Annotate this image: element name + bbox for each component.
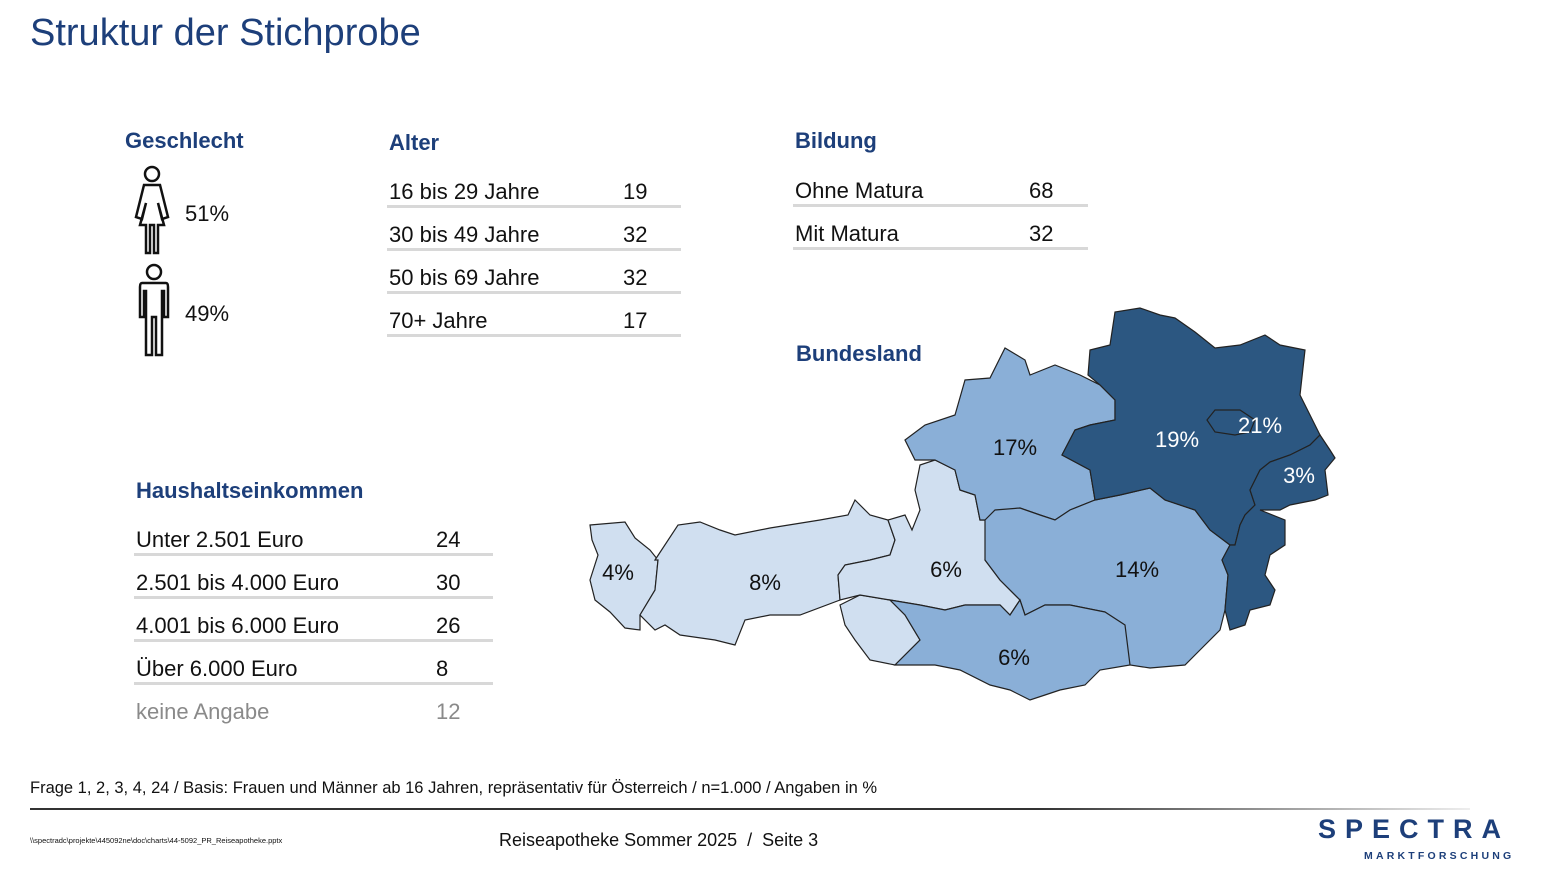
income-heading: Haushaltseinkommen <box>136 478 364 503</box>
age-row: 50 bis 69 Jahre 32 <box>387 249 681 294</box>
income-row: 4.001 bis 6.000 Euro 26 <box>134 597 493 642</box>
file-path: \\spectradc\projekte\445092ne\doc\charts… <box>30 836 283 845</box>
logo-spectra: SPECTRA <box>1318 814 1511 844</box>
row-value: 19 <box>623 179 648 204</box>
region-kärnten <box>888 598 1131 701</box>
region-vorarlberg <box>589 521 659 631</box>
male-percent: 49% <box>185 301 230 326</box>
row-label: Über 6.000 Euro <box>136 656 298 681</box>
footer-divider <box>30 808 1470 810</box>
row-value: 32 <box>623 265 648 290</box>
age-row: 30 bis 49 Jahre 32 <box>387 206 681 251</box>
row-label: 50 bis 69 Jahre <box>389 265 540 290</box>
gender-heading: Geschlecht <box>125 128 244 153</box>
row-value: 32 <box>623 222 648 247</box>
region-label: 21% <box>1238 413 1282 438</box>
female-icon <box>134 165 170 255</box>
region-label: 14% <box>1115 557 1159 582</box>
row-label: Ohne Matura <box>795 178 924 203</box>
row-label: 16 bis 29 Jahre <box>389 179 540 204</box>
row-label: Unter 2.501 Euro <box>136 527 304 552</box>
row-label: keine Angabe <box>136 699 270 724</box>
row-value: 12 <box>436 699 461 724</box>
income-row: Über 6.000 Euro 8 <box>134 640 493 685</box>
region-label: 17% <box>993 435 1037 460</box>
row-value: 24 <box>436 527 461 552</box>
region-label: 6% <box>930 557 962 582</box>
logo-subtitle: MARKTFORSCHUNG <box>1364 850 1515 862</box>
education-heading: Bildung <box>795 128 877 153</box>
row-value: 32 <box>1029 221 1054 246</box>
row-label: 2.501 bis 4.000 Euro <box>136 570 340 595</box>
footer-page-info: Reiseapotheke Sommer 2025 / Seite 3 <box>499 830 819 850</box>
region-label: 3% <box>1283 463 1315 488</box>
row-label: 4.001 bis 6.000 Euro <box>136 613 340 638</box>
age-row: 70+ Jahre 17 <box>387 292 681 337</box>
region-label: 4% <box>602 560 634 585</box>
age-row: 16 bis 29 Jahre 19 <box>387 163 681 208</box>
gender-icons <box>134 165 170 357</box>
row-value: 30 <box>436 570 461 595</box>
region-burgenland <box>1221 434 1336 631</box>
male-icon <box>138 263 170 357</box>
page-title: Struktur der Stichprobe <box>30 12 421 54</box>
row-value: 8 <box>436 656 449 681</box>
row-label: 70+ Jahre <box>389 308 488 333</box>
row-value: 68 <box>1029 178 1054 203</box>
female-percent: 51% <box>185 201 230 226</box>
education-row: Mit Matura 32 <box>793 205 1088 250</box>
region-label: 19% <box>1155 427 1199 452</box>
region-wien <box>1206 409 1256 436</box>
row-label: Mit Matura <box>795 221 899 246</box>
region-label: 8% <box>749 570 781 595</box>
education-row: Ohne Matura 68 <box>793 162 1088 207</box>
income-row: keine Angabe 12 <box>134 683 493 725</box>
age-heading: Alter <box>389 130 440 155</box>
income-row: Unter 2.501 Euro 24 <box>134 511 493 556</box>
state-heading: Bundesland <box>796 341 922 366</box>
income-row: 2.501 bis 4.000 Euro 30 <box>134 554 493 599</box>
footnote: Frage 1, 2, 3, 4, 24 / Basis: Frauen und… <box>30 779 878 797</box>
row-value: 26 <box>436 613 461 638</box>
row-value: 17 <box>623 308 648 333</box>
region-label: 6% <box>998 645 1030 670</box>
row-label: 30 bis 49 Jahre <box>389 222 540 247</box>
